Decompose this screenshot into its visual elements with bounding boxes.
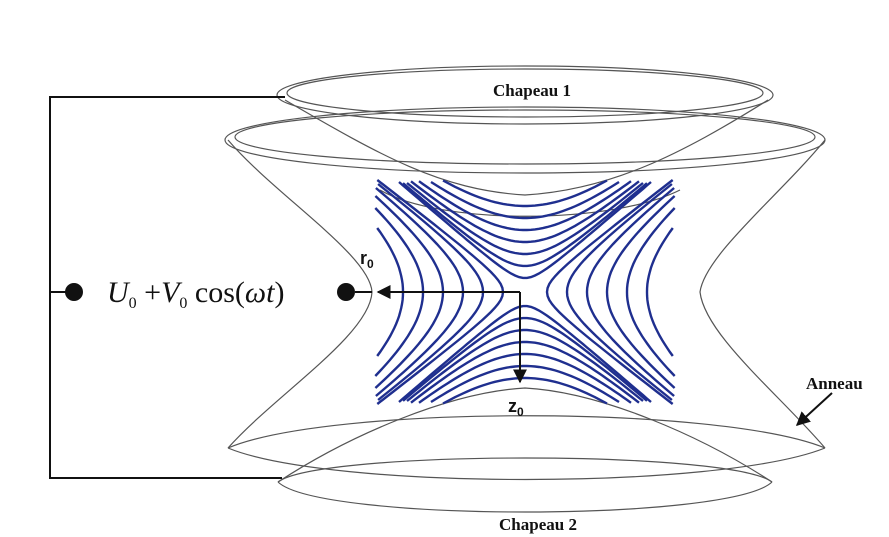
field-lines xyxy=(374,179,676,405)
cap-1-label: Chapeau 1 xyxy=(493,81,571,100)
field-line xyxy=(605,195,676,389)
wire-top xyxy=(49,96,285,292)
field-line xyxy=(625,207,676,377)
field-line xyxy=(410,180,640,244)
field-line xyxy=(410,340,640,404)
field-line xyxy=(585,187,675,397)
terminal-left xyxy=(65,283,83,301)
cap-2-surface xyxy=(277,387,773,483)
field-line xyxy=(442,179,608,208)
field-line xyxy=(406,182,644,256)
dimension-arrows xyxy=(376,285,527,384)
terminal-right xyxy=(337,283,355,301)
voltage-formula: U0 +V0 cos(ωt) xyxy=(107,276,284,312)
cap-1-rim xyxy=(276,65,774,125)
ring-bottom-front xyxy=(227,447,826,481)
field-line xyxy=(398,304,652,403)
cap-2-rim-front xyxy=(277,481,773,513)
field-line xyxy=(430,364,620,404)
circuit-wiring xyxy=(49,96,372,479)
ring-bottom-back xyxy=(227,415,826,449)
field-line xyxy=(545,179,674,405)
field-line xyxy=(645,227,674,357)
ring-label: Anneau xyxy=(806,374,863,393)
field-line xyxy=(398,181,652,280)
ring-right-profile xyxy=(699,139,826,449)
field-line xyxy=(402,316,648,402)
cap-2-label: Chapeau 2 xyxy=(499,515,577,534)
cap-1-surface xyxy=(284,99,769,196)
ring-electrode xyxy=(224,106,826,481)
cap-2-electrode xyxy=(277,387,773,513)
ring-top-rim-inner xyxy=(234,109,816,165)
wire-bottom xyxy=(49,292,282,479)
r0-label: r0 xyxy=(360,248,374,271)
field-line xyxy=(418,352,632,404)
field-line xyxy=(406,328,644,402)
field-line xyxy=(402,182,648,268)
cap-1-rim-inner xyxy=(286,68,764,118)
field-line xyxy=(430,180,620,220)
z0-label: z0 xyxy=(508,396,524,419)
ring-pointer-arrow xyxy=(795,392,833,426)
cap-2-rim-back xyxy=(277,457,773,483)
field-line xyxy=(418,180,632,232)
cap-1-electrode xyxy=(276,65,774,217)
field-line xyxy=(565,183,673,401)
